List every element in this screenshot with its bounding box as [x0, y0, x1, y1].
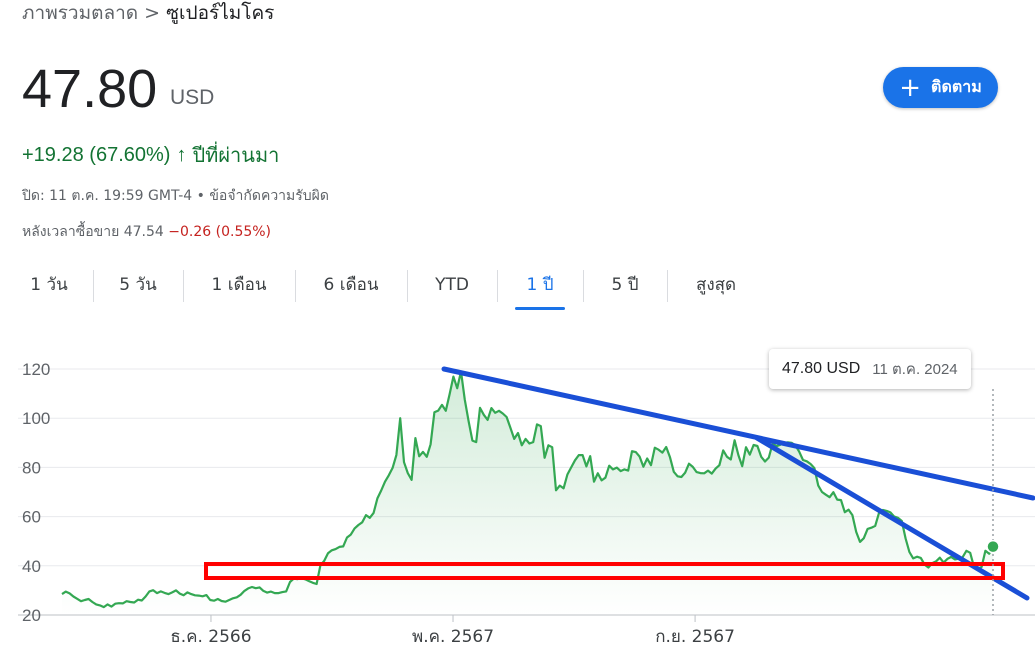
- price-line: [61, 370, 994, 609]
- tab-1-year[interactable]: 1 ปี: [515, 266, 565, 310]
- tab-divider: [295, 270, 296, 302]
- y-tick-label: 20: [22, 606, 41, 625]
- arrow-up-icon: ↑: [176, 143, 187, 166]
- stock-price: 47.80: [22, 59, 158, 119]
- y-tick-label: 100: [22, 409, 50, 428]
- tab-1-month[interactable]: 1 เดือน: [211, 275, 267, 295]
- tab-5-days[interactable]: 5 วัน: [119, 275, 157, 295]
- y-tick-label: 40: [22, 557, 41, 576]
- change-value: +19.28 (67.60%): [22, 143, 171, 166]
- plus-icon: +: [899, 72, 922, 103]
- y-axis-labels: 120 100 80 60 40 20: [22, 360, 50, 625]
- price-area-fill: [62, 371, 993, 615]
- last-price-dot: [986, 539, 1000, 554]
- currency-label: USD: [170, 86, 215, 109]
- tab-divider: [583, 270, 584, 302]
- disclaimer-link[interactable]: ข้อจำกัดความรับผิด: [209, 188, 329, 204]
- tab-1-day[interactable]: 1 วัน: [30, 275, 68, 295]
- follow-button-label: ติดตาม: [931, 77, 982, 96]
- tab-divider: [183, 270, 184, 302]
- y-tick-label: 60: [22, 508, 41, 527]
- tab-5-years[interactable]: 5 ปี: [611, 275, 639, 295]
- after-hours-info: หลังเวลาซื้อขาย 47.54 −0.26 (0.55%): [22, 221, 271, 243]
- x-tick-label: ก.ย. 2567: [655, 627, 735, 647]
- price-change: +19.28 (67.60%) ↑ ปีที่ผ่านมา: [22, 139, 279, 171]
- close-time: ปิด: 11 ต.ค. 19:59 GMT-4: [22, 188, 193, 204]
- after-hours-change: −0.26 (0.55%): [168, 224, 272, 240]
- breadcrumb-current: ซูเปอร์ไมโคร: [166, 2, 275, 24]
- cursor-marker: [986, 389, 1000, 615]
- tab-divider: [407, 270, 408, 302]
- price-series: [61, 370, 994, 615]
- user-annotations: [204, 366, 1035, 601]
- close-info: ปิด: 11 ต.ค. 19:59 GMT-4 • ข้อจำกัดความร…: [22, 185, 329, 207]
- support-zone-box: [204, 562, 1005, 580]
- x-axis: ธ.ค. 2566 พ.ค. 2567 ก.ย. 2567: [170, 615, 735, 647]
- tab-divider: [93, 270, 94, 302]
- after-hours-label: หลังเวลาซื้อขาย 47.54: [22, 224, 164, 240]
- trend-line-upper: [441, 366, 1035, 501]
- follow-button[interactable]: + ติดตาม: [883, 67, 998, 108]
- tab-max[interactable]: สูงสุด: [695, 275, 737, 295]
- trend-line-lower: [754, 435, 1030, 601]
- tab-divider: [497, 270, 498, 302]
- tab-ytd[interactable]: YTD: [435, 275, 469, 295]
- change-period: ปีที่ผ่านมา: [192, 145, 280, 167]
- breadcrumb-separator: >: [144, 2, 161, 24]
- tab-6-months[interactable]: 6 เดือน: [323, 275, 379, 295]
- x-tick-label: ธ.ค. 2566: [170, 627, 251, 647]
- x-tick-label: พ.ค. 2567: [412, 627, 494, 647]
- tooltip-date: 11 ต.ค. 2024: [872, 361, 958, 378]
- tooltip-price: 47.80 USD: [782, 360, 861, 377]
- bullet-separator: •: [196, 188, 205, 204]
- tab-divider: [667, 270, 668, 302]
- y-tick-label: 120: [22, 360, 50, 379]
- price-tooltip: 47.80 USD 11 ต.ค. 2024: [769, 349, 971, 389]
- breadcrumb: ภาพรวมตลาด > ซูเปอร์ไมโคร: [22, 0, 274, 26]
- y-tick-label: 80: [22, 458, 41, 477]
- breadcrumb-parent-link[interactable]: ภาพรวมตลาด: [22, 2, 139, 24]
